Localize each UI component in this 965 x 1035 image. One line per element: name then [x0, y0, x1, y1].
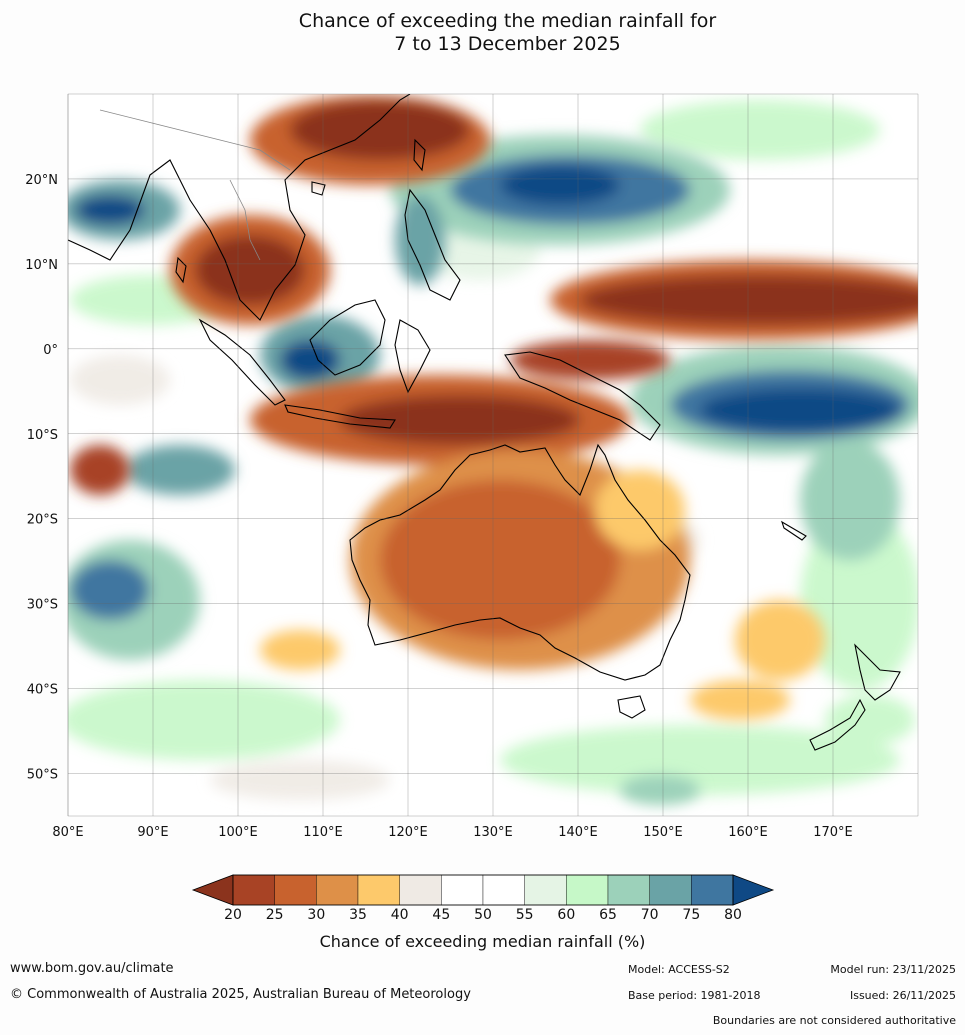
colorbar-segment: [232, 874, 275, 906]
colorbar-frame: [232, 874, 734, 906]
colorbar-segment: [649, 874, 692, 906]
base-period: Base period: 1981-2018: [628, 989, 761, 1002]
taiwan-coastline: [413, 138, 426, 172]
longitude-labels: 80°E 90°E 100°E 110°E 120°E 130°E 140°E 150°E 16…: [52, 825, 852, 840]
colorbar-tick-label: 40: [390, 907, 409, 923]
philippines-coastline: [404, 188, 461, 301]
latitude-label: 40°S: [27, 683, 58, 698]
new-zealand-south-coastline: [809, 698, 866, 751]
sulawesi-coastline: [394, 319, 431, 394]
longitude-label: 150°E: [643, 825, 683, 840]
latitude-label: 50°S: [27, 768, 58, 783]
colorbar-over-arrow: [732, 874, 775, 906]
colorbar-tick-label: 30: [307, 907, 326, 923]
colorbar: [191, 874, 775, 906]
colorbar-segment: [399, 874, 442, 906]
latitude-label: 20°N: [25, 173, 58, 188]
colorbar-segment: [566, 874, 609, 906]
colorbar-tick-label: 60: [557, 907, 576, 923]
longitude-label: 170°E: [813, 825, 853, 840]
dry-regions: [70, 95, 918, 720]
colorbar-segment: [482, 874, 525, 906]
latitude-label: 10°S: [27, 428, 58, 443]
colorbar-segment: [524, 874, 567, 906]
new-zealand-north-coastline: [854, 643, 901, 701]
colorbar-tick-label: 75: [682, 907, 701, 923]
title-line-1: Chance of exceeding the median rainfall …: [298, 10, 717, 32]
colorbar-segment: [357, 874, 400, 906]
longitude-label: 90°E: [137, 825, 168, 840]
colorbar-segment: [441, 874, 484, 906]
longitude-label: 140°E: [558, 825, 598, 840]
borneo-coastline: [309, 299, 386, 376]
colorbar-tick-label: 50: [474, 907, 492, 923]
map-field: [68, 94, 918, 816]
map-title: Chance of exceeding the median rainfall …: [0, 10, 965, 56]
issued-date: Issued: 26/11/2025: [849, 989, 956, 1002]
copyright-text: © Commonwealth of Australia 2025, Austra…: [10, 987, 471, 1002]
java-coastline: [284, 404, 396, 429]
country-boundaries: [99, 109, 291, 261]
longitude-label: 120°E: [388, 825, 428, 840]
asia-coastline: [68, 94, 411, 321]
colorbar-tick-label: 70: [640, 907, 659, 923]
latitude-label: 0°: [43, 343, 58, 358]
colorbar-under-arrow: [191, 874, 234, 906]
colorbar-tick-label: 20: [224, 907, 242, 923]
latitude-labels: 20°N 10°N 0° 10°S 20°S 30°S 40°S 50°S: [25, 173, 58, 783]
colorbar-tick-label: 45: [432, 907, 451, 923]
latitude-label: 10°N: [25, 258, 58, 273]
longitude-label: 130°E: [473, 825, 513, 840]
latitude-label: 20°S: [27, 513, 58, 528]
sumatra-coastline: [198, 318, 286, 406]
new-guinea-coastline: [504, 351, 661, 441]
latitude-label: 30°S: [27, 598, 58, 613]
longitude-label: 80°E: [52, 825, 83, 840]
hainan-coastline: [311, 181, 326, 196]
colorbar-label: Chance of exceeding median rainfall (%): [319, 932, 646, 951]
longitude-label: 110°E: [303, 825, 343, 840]
tasmania-coastline: [617, 695, 646, 719]
title-line-2: 7 to 13 December 2025: [394, 33, 621, 55]
longitude-label: 100°E: [218, 825, 258, 840]
colorbar-segment: [607, 874, 650, 906]
colorbar-tick-label: 80: [724, 907, 742, 923]
new-caledonia-coastline: [781, 520, 807, 541]
sri-lanka-coastline: [175, 256, 187, 284]
colorbar-segment: [274, 874, 317, 906]
colorbar-segment: [316, 874, 359, 906]
colorbar-tick-label: 25: [265, 907, 284, 923]
longitude-label: 160°E: [728, 825, 768, 840]
colorbar-tick-label: 35: [349, 907, 367, 923]
model-run-date: Model run: 23/11/2025: [830, 963, 956, 976]
colorbar-tick-label: 65: [599, 907, 617, 923]
website-link[interactable]: www.bom.gov.au/climate: [10, 961, 174, 976]
boundary-disclaimer: Boundaries are not considered authoritat…: [712, 1014, 956, 1027]
australia-coastline: [349, 443, 691, 681]
colorbar-tick-label: 55: [515, 907, 534, 923]
coastlines: [68, 94, 901, 751]
wet-regions: [68, 135, 918, 805]
model-name: Model: ACCESS-S2: [628, 963, 730, 976]
colorbar-segment: [691, 874, 734, 906]
